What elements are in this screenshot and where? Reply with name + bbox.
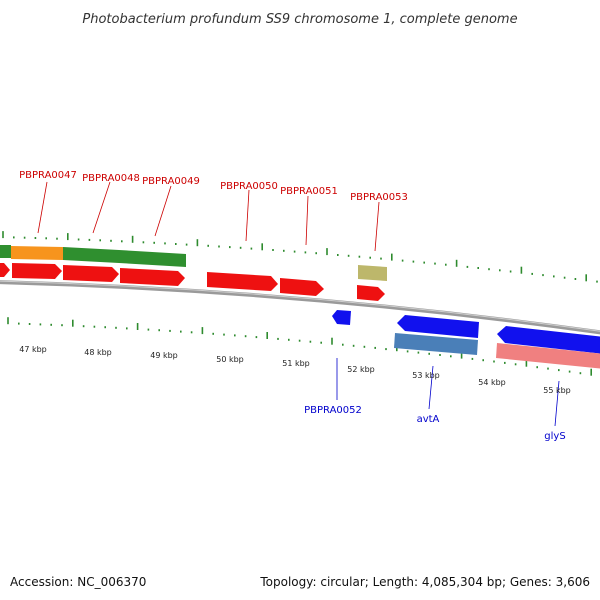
gene-label-PBPRA0048: PBPRA0048	[82, 173, 140, 184]
outer-tick-ring	[2, 231, 598, 283]
kbp-label-47: 47 kbp	[19, 345, 47, 354]
kbp-label-53: 53 kbp	[412, 371, 440, 380]
gene-arrow-PBPRA0049	[120, 268, 185, 286]
gene-arrow-red-0	[0, 263, 10, 277]
annotation-bar-steelblue	[394, 333, 478, 355]
gene-arrow-PBPRA0050	[207, 272, 278, 291]
annotation-bar-green-1	[0, 245, 11, 258]
kbp-label-49: 49 kbp	[150, 351, 178, 360]
gene-label-PBPRA0047: PBPRA0047	[19, 170, 77, 181]
leader-PBPRA0051	[305, 195, 309, 246]
annotation-bar-green-2	[63, 247, 119, 263]
gene-arrow-avtA	[397, 315, 479, 338]
leader-PBPRA0049	[154, 185, 172, 237]
gene-label-PBPRA0052: PBPRA0052	[304, 405, 362, 416]
annotation-bar-salmon	[496, 343, 600, 369]
gene-label-PBPRA0051: PBPRA0051	[280, 186, 338, 197]
kbp-label-50: 50 kbp	[216, 355, 244, 364]
gene-label-glyS: glyS	[544, 431, 565, 442]
kbp-label-51: 51 kbp	[282, 359, 310, 368]
genome-backbone-highlight	[0, 280, 600, 332]
genome-backbone	[0, 280, 600, 335]
leader-PBPRA0050	[245, 189, 250, 242]
kbp-label-54: 54 kbp	[478, 378, 506, 387]
gene-arrow-PBPRA0052	[332, 310, 351, 325]
kbp-label-52: 52 kbp	[347, 365, 375, 374]
annotation-bar-khaki	[358, 265, 387, 281]
map-title: Photobacterium profundum SS9 chromosome …	[82, 12, 517, 27]
annotation-bar-orange	[11, 246, 63, 260]
gene-label-PBPRA0050: PBPRA0050	[220, 181, 278, 192]
leader-PBPRA0048	[92, 181, 111, 234]
leader-avtA	[428, 365, 434, 410]
gene-label-avtA: avtA	[417, 414, 440, 425]
gene-arrow-glyS	[497, 326, 600, 354]
kbp-label-48: 48 kbp	[84, 348, 112, 357]
gene-label-PBPRA0053: PBPRA0053	[350, 192, 408, 203]
gene-arrow-PBPRA0047	[12, 263, 62, 279]
topology-summary: Topology: circular; Length: 4,085,304 bp…	[259, 575, 590, 589]
gene-label-PBPRA0049: PBPRA0049	[142, 176, 200, 187]
accession-text: Accession: NC_006370	[10, 575, 146, 589]
gene-arrow-PBPRA0048	[63, 265, 119, 282]
gene-arrow-PBPRA0053	[357, 285, 385, 301]
kbp-label-55: 55 kbp	[543, 386, 571, 395]
gene-arrow-PBPRA0051	[280, 278, 324, 296]
leader-PBPRA0047	[37, 181, 48, 234]
leader-PBPRA0053	[374, 201, 380, 252]
annotation-bar-green-3	[119, 250, 186, 267]
leader-glyS	[554, 380, 560, 427]
inner-tick-ring	[7, 317, 593, 376]
